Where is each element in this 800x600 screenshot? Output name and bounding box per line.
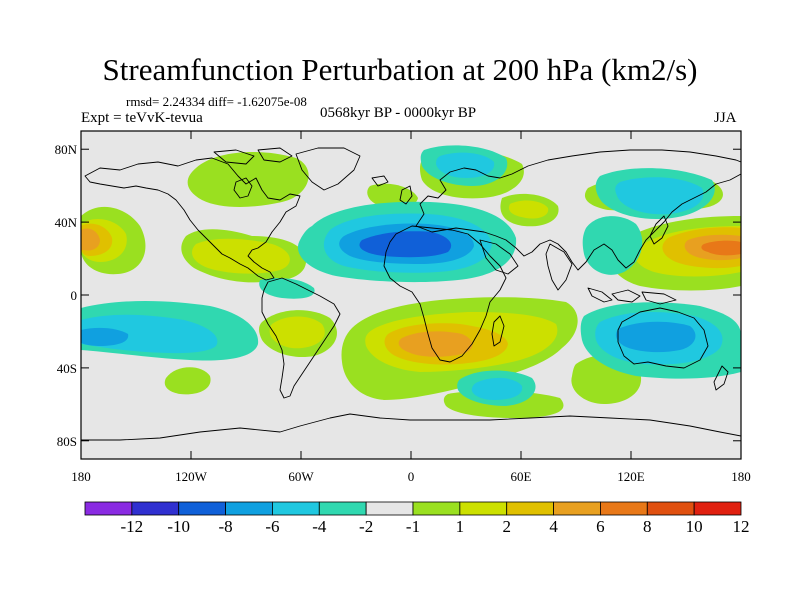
colorbar-label: -6 <box>265 517 279 536</box>
statistics-text: rmsd= 2.24334 diff= -1.62075e-08 <box>126 94 307 109</box>
period-label: 0568kyr BP - 0000kyr BP <box>320 105 477 121</box>
contour-south-america-yellow <box>269 316 325 349</box>
colorbar-swatch <box>693 501 742 516</box>
colorbar-swatch <box>178 501 226 516</box>
map-title: Streamfunction Perturbation at 200 hPa (… <box>102 52 698 87</box>
lon-tick-label: 60E <box>511 469 532 484</box>
lon-tick-label: 0 <box>408 469 415 484</box>
coastline-africa <box>383 225 507 363</box>
longitude-axis: 180 120W 60W 0 60E 120E 180 <box>71 131 751 484</box>
colorbar-label: 6 <box>596 517 605 536</box>
colorbar <box>84 501 742 516</box>
coastlines <box>81 147 741 441</box>
lon-tick-label: 120E <box>617 469 645 484</box>
coastline-hudson-bay <box>233 177 253 199</box>
colorbar-label: 4 <box>549 517 558 536</box>
season-label: JJA <box>714 110 737 126</box>
contour-southern-africa-orange <box>398 331 473 357</box>
lon-tick-label: 180 <box>71 469 91 484</box>
contour-west-pacific-max <box>701 240 741 256</box>
experiment-label: Expt = teVvK-tevua <box>81 110 203 126</box>
lat-tick-label: 0 <box>71 288 78 303</box>
contour-south-pacific-blue <box>81 327 129 346</box>
colorbar-label: -2 <box>359 517 373 536</box>
contour-north-america-positive <box>187 152 309 207</box>
coastline-australia <box>617 307 709 369</box>
colorbar-label: 1 <box>456 517 465 536</box>
colorbar-swatch <box>365 501 414 516</box>
lat-tick-label: 80S <box>57 434 77 449</box>
colorbar-label: 12 <box>733 517 750 536</box>
colorbar-swatch <box>506 501 554 516</box>
colorbar-swatch <box>318 501 367 516</box>
coastline-eurasia <box>415 149 741 271</box>
coastline-greenland <box>295 147 361 191</box>
colorbar-swatch <box>459 501 508 516</box>
coastline-antarctica <box>81 413 741 441</box>
colorbar-label: 2 <box>502 517 511 536</box>
colorbar-label: -10 <box>167 517 190 536</box>
colorbar-swatch <box>600 501 648 516</box>
contour-southern-indian-cyan <box>471 377 523 400</box>
contour-south-atlantic-negative <box>259 278 315 299</box>
coastline-new-zealand <box>713 365 729 391</box>
colorbar-swatch <box>646 501 695 516</box>
contour-east-pacific-south-positive <box>164 367 211 395</box>
contour-east-asia-negative <box>582 216 643 275</box>
lon-tick-label: 180 <box>731 469 751 484</box>
lat-tick-label: 40S <box>57 361 77 376</box>
colorbar-label: -4 <box>312 517 327 536</box>
coastline-japan <box>649 215 669 245</box>
coastline-south-america <box>261 277 341 399</box>
colorbar-swatch <box>272 501 320 516</box>
colorbar-label: 10 <box>686 517 703 536</box>
contour-atlantic-min <box>359 231 452 258</box>
coastline-indonesia <box>587 287 677 305</box>
coastline-britain <box>399 185 413 205</box>
coastline-madagascar <box>491 315 505 347</box>
colorbar-swatch <box>225 501 273 516</box>
colorbar-swatch <box>412 501 461 516</box>
coastline-arabia <box>479 239 519 275</box>
colorbar-label: 8 <box>643 517 652 536</box>
lon-tick-label: 120W <box>175 469 208 484</box>
colorbar-swatch <box>84 501 133 516</box>
contour-middle-east-yellow <box>508 200 549 219</box>
lat-tick-label: 40N <box>55 215 78 230</box>
lat-tick-label: 80N <box>55 142 78 157</box>
colorbar-swatch <box>131 501 180 516</box>
colorbar-swatch <box>553 501 601 516</box>
contour-north-pacific-orange <box>81 228 100 251</box>
coastline-iceland <box>371 175 389 187</box>
contour-indian-ocean-blue <box>615 321 696 353</box>
colorbar-label: -8 <box>218 517 232 536</box>
contour-field <box>81 145 741 441</box>
latitude-axis: 80N 40N 0 40S 80S <box>55 142 741 449</box>
contour-caribbean-yellow <box>192 238 290 274</box>
colorbar-label: -1 <box>406 517 420 536</box>
coastline-india <box>545 243 573 291</box>
lon-tick-label: 60W <box>288 469 314 484</box>
colorbar-labels: -12 -10 -8 -6 -4 -2 -1 1 2 4 6 8 10 12 <box>121 517 750 536</box>
coastline-north-america <box>84 157 301 281</box>
colorbar-label: -12 <box>121 517 144 536</box>
coastline-arctic-islands <box>213 147 293 165</box>
